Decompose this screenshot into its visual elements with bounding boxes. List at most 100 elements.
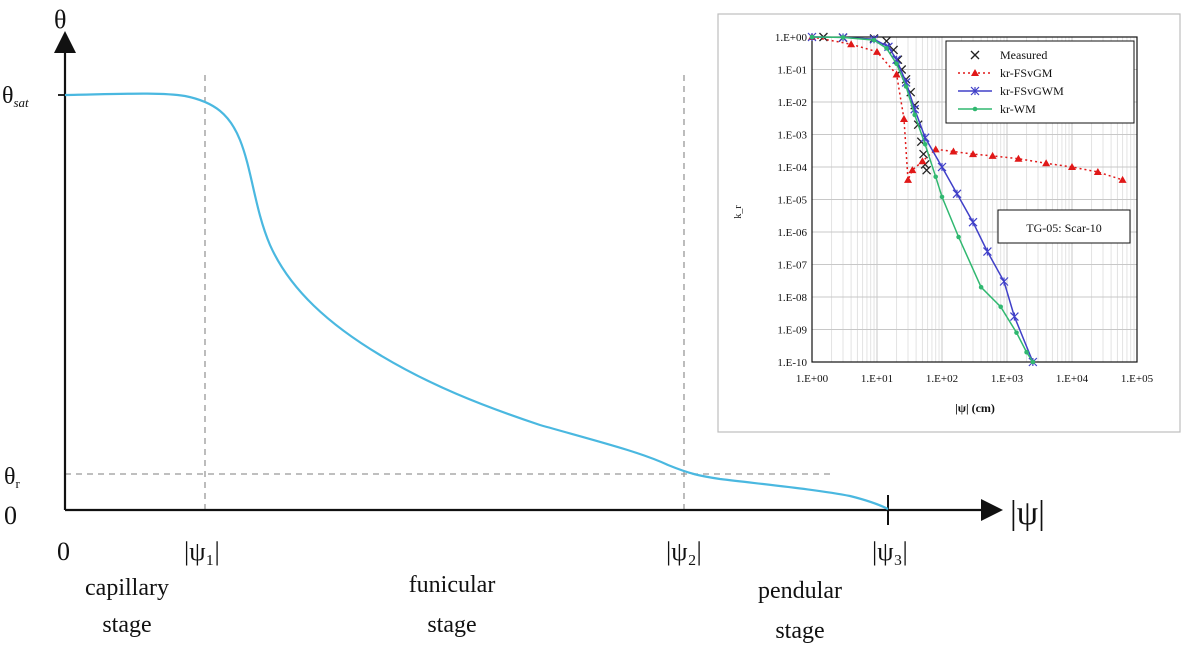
inset-x-tick-label: 1.E+01	[861, 373, 893, 385]
legend-entry: kr-FSvGM	[958, 66, 1053, 80]
inset-legend: Measured kr-FSvGM kr-FSvGWM kr-WM	[945, 40, 1135, 124]
legend-swatch-marker	[970, 86, 980, 96]
legend-swatch-marker	[972, 106, 978, 112]
data-point	[983, 247, 992, 256]
inset-y-tick-label: 1.E-08	[777, 292, 807, 304]
inset-y-tick-label: 1.E-06	[777, 227, 807, 239]
data-point	[918, 157, 927, 165]
data-point	[889, 45, 899, 55]
inset-series-layer	[807, 32, 1127, 367]
inset-x-tick-label: 1.E+02	[926, 373, 958, 385]
data-point	[904, 175, 913, 183]
inset-y-tick-label: 1.E-02	[777, 97, 807, 109]
y-tick-theta-r: θr	[4, 464, 21, 491]
data-point	[840, 35, 846, 40]
data-point	[1068, 163, 1076, 170]
legend-label: Measured	[1000, 48, 1047, 62]
inset-y-tick-label: 1.E+00	[775, 32, 808, 44]
kr-inset-chart: 1.E+00 1.E+01 1.E+02 1.E+03 1.E+04 1.E+05 1.E+…	[717, 13, 1181, 433]
data-point	[847, 40, 856, 48]
legend-swatch-marker	[970, 50, 980, 60]
data-point	[894, 61, 899, 67]
series-kr-fsvgm	[808, 33, 1127, 183]
retention-curve	[64, 92, 889, 510]
data-point	[899, 114, 908, 122]
data-point	[922, 165, 932, 175]
data-point	[884, 45, 889, 51]
data-point	[1014, 330, 1019, 335]
data-point	[1093, 168, 1102, 176]
data-point	[908, 166, 917, 174]
stage-pendular-line2: stage	[775, 618, 824, 644]
data-point	[933, 174, 939, 180]
x-tick-psi1: |ψ₁|	[184, 537, 220, 566]
data-point	[969, 150, 978, 158]
inset-y-tick-label: 1.E-07	[777, 260, 807, 272]
annotation-box	[997, 209, 1131, 244]
retention-curve-chart: θ |ψ| θsat θr 0 0 |ψ₁| |ψ₂| |ψ₃| capilla…	[2, 5, 1045, 644]
x-tick-psi2: |ψ₂|	[666, 537, 702, 566]
data-point	[949, 147, 958, 155]
series-line	[811, 36, 1034, 363]
inset-plot-area	[811, 36, 1138, 363]
data-point	[912, 112, 917, 118]
data-point	[999, 277, 1009, 286]
data-point	[968, 217, 978, 227]
legend-entry: Measured	[970, 48, 1047, 62]
data-point	[1118, 175, 1127, 183]
y-axis-symbol: θ	[54, 5, 66, 34]
inset-x-tick-label: 1.E+00	[796, 373, 829, 385]
data-point	[1030, 359, 1036, 365]
data-point	[1024, 349, 1029, 355]
inset-x-tick-label: 1.E+03	[991, 373, 1024, 385]
x-tick-zero: 0	[57, 537, 70, 566]
data-point	[952, 189, 962, 199]
inset-x-tick-label: 1.E+04	[1056, 373, 1089, 385]
y-tick-theta-sat: θsat	[2, 83, 29, 110]
inset-x-tick-label: 1.E+05	[1121, 373, 1154, 385]
x-tick-psi3: |ψ₃|	[872, 537, 908, 566]
legend-entry: kr-WM	[958, 102, 1036, 116]
x-axis-symbol: |ψ|	[1010, 495, 1045, 532]
data-point	[919, 149, 928, 159]
inset-y-tick-label: 1.E-09	[777, 325, 807, 337]
stage-funicular-line1: funicular	[409, 572, 496, 598]
data-point	[1009, 312, 1019, 321]
inset-xlabel: |ψ| (cm)	[955, 401, 995, 415]
data-point	[956, 234, 961, 240]
data-point	[1042, 159, 1051, 167]
legend-label: kr-FSvGM	[1000, 66, 1053, 80]
data-point	[1014, 154, 1023, 162]
stage-pendular-line1: pendular	[758, 578, 842, 604]
stage-capillary-line2: stage	[102, 612, 151, 638]
stage-capillary-line1: capillary	[85, 575, 169, 601]
data-point	[922, 141, 928, 147]
data-point	[939, 194, 945, 200]
inset-y-tick-label: 1.E-10	[777, 357, 807, 369]
data-point	[903, 84, 909, 89]
inset-y-tick-label: 1.E-01	[777, 65, 807, 77]
inset-annotation: TG-05: Scar-10	[1026, 221, 1101, 235]
stage-funicular-line2: stage	[427, 612, 476, 638]
data-point	[809, 34, 815, 40]
data-point	[998, 304, 1004, 310]
inset-ylabel: k_r	[733, 205, 744, 219]
inset-y-tick-label: 1.E-03	[777, 130, 807, 142]
data-point	[873, 47, 881, 55]
data-point	[937, 162, 947, 172]
legend-label: kr-WM	[1000, 102, 1036, 116]
data-point	[892, 70, 901, 78]
data-point	[931, 145, 940, 153]
data-point	[871, 37, 877, 43]
legend-entry: kr-FSvGWM	[958, 84, 1064, 98]
data-point	[978, 284, 984, 290]
data-point	[988, 151, 997, 159]
inset-y-tick-label: 1.E-04	[777, 162, 807, 174]
y-tick-zero: 0	[4, 501, 17, 530]
legend-label: kr-FSvGWM	[1000, 84, 1064, 98]
series-kr-wm	[809, 34, 1036, 365]
inset-tick-labels: 1.E+00 1.E+01 1.E+02 1.E+03 1.E+04 1.E+05 1.E+…	[775, 32, 1154, 385]
series-line	[811, 36, 1123, 181]
inset-y-tick-label: 1.E-05	[777, 195, 807, 207]
